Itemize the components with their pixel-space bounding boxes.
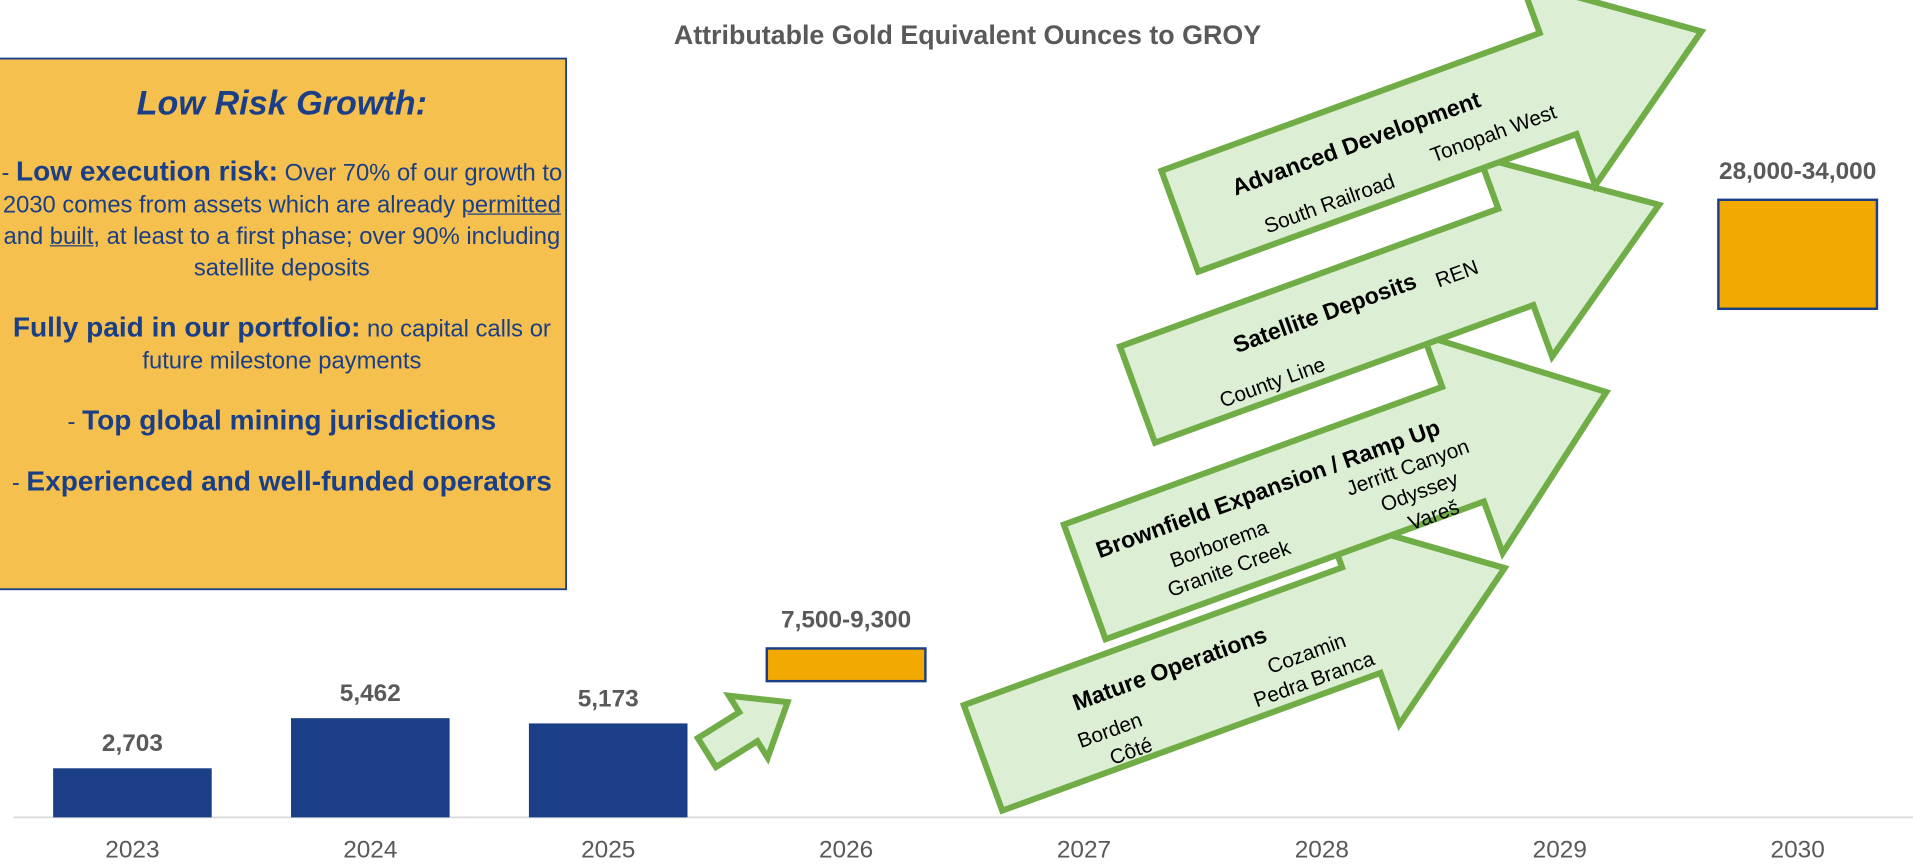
bar <box>528 723 688 818</box>
item-bold: Experienced and well-funded operators <box>26 464 552 497</box>
item-text: Over 70% of our growth to 2030 comes fro… <box>2 159 563 219</box>
callout-item: - Experienced and well-funded operators <box>0 465 564 499</box>
callout-item: - Low execution risk: Over 70% of our gr… <box>0 155 564 284</box>
value-label: 5,173 <box>578 685 639 712</box>
callout: Low Risk Growth: - Low execution risk: O… <box>0 84 564 585</box>
item-text: built <box>49 223 94 251</box>
dash: - <box>11 469 20 497</box>
item-bold: Top global mining jurisdictions <box>82 403 497 436</box>
item-text: and <box>3 223 50 251</box>
x-tick-label: 2025 <box>581 837 635 863</box>
x-tick-label: 2024 <box>343 837 397 863</box>
callout-item: - Top global mining jurisdictions <box>0 404 564 438</box>
range-bar <box>765 647 927 683</box>
arrows: Mature OperationsBordenCôtéCozaminPedra … <box>959 0 1707 815</box>
arrow-shape <box>1059 330 1612 644</box>
value-label: 5,462 <box>340 680 401 707</box>
callout-text: Low Risk Growth: - Low execution risk: O… <box>0 84 564 585</box>
x-tick-label: 2029 <box>1533 837 1587 863</box>
x-tick-label: 2027 <box>1057 837 1111 863</box>
item-bold: Low execution risk: <box>16 154 278 187</box>
callout-item: Fully paid in our portfolio: no capital … <box>0 311 564 377</box>
item-bold: Fully paid in our portfolio: <box>12 311 361 343</box>
x-tick-label: 2030 <box>1771 837 1825 863</box>
x-tick-label: 2023 <box>105 837 159 863</box>
process-arrow: Mature OperationsBordenCôtéCozaminPedra … <box>959 511 1510 815</box>
small-arrow <box>693 691 792 772</box>
arrow-shape <box>959 511 1510 815</box>
item-text: permitted <box>461 191 561 219</box>
range-label: 28,000-34,000 <box>1719 158 1876 185</box>
x-tick-label: 2028 <box>1295 837 1349 863</box>
item-text: , at least to a first phase; over 90% in… <box>93 223 561 282</box>
dash: - <box>67 408 76 436</box>
arrow-shape <box>1157 0 1707 276</box>
arrow-shape <box>1116 152 1665 447</box>
bar <box>291 718 450 818</box>
bar <box>53 768 212 818</box>
range-label: 7,500-9,300 <box>781 607 911 634</box>
range-bar <box>1717 198 1879 311</box>
value-label: 2,703 <box>102 730 163 757</box>
item-text: no capital calls or future milestone pay… <box>142 315 551 375</box>
chart-title: Attributable Gold Equivalent Ounces to G… <box>674 20 1261 50</box>
dash: - <box>1 159 10 187</box>
callout-box <box>0 57 568 591</box>
callout-title: Low Risk Growth: <box>136 84 428 122</box>
x-tick-label: 2026 <box>819 837 873 863</box>
